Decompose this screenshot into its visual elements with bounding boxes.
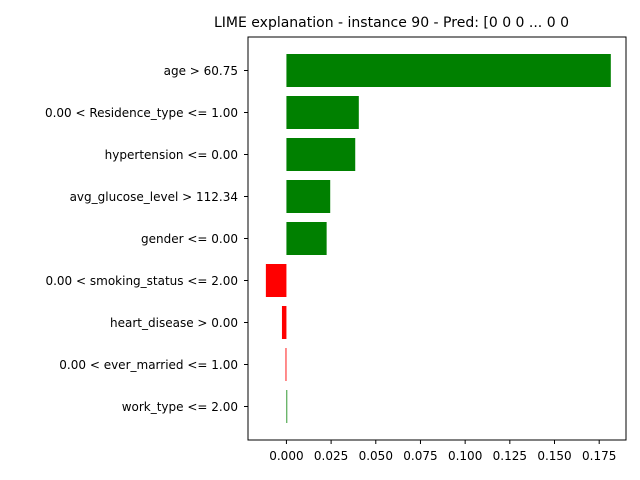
plot-frame — [247, 36, 627, 441]
x-tick-label: 0.000 — [269, 449, 303, 463]
y-tick-label: 0.00 < ever_married <= 1.00 — [59, 358, 238, 372]
x-ticks-group: 0.000 0.025 0.050 0.075 0.100 0.125 0.150 0.175 — [269, 440, 616, 463]
x-tick-label: 0.075 — [403, 449, 437, 463]
y-tick-label: 0.00 < smoking_status <= 2.00 — [45, 274, 238, 288]
chart-title: LIME explanation - instance 90 - Pred: [… — [214, 15, 569, 31]
x-tick-label: 0.125 — [493, 449, 527, 463]
y-labels-group: age > 60.75 0.00 < Residence_type <= 1.00… — [45, 64, 248, 414]
y-tick-label: work_type <= 2.00 — [122, 400, 238, 414]
bar-5 — [286, 222, 327, 255]
bar-4 — [286, 180, 331, 213]
x-tick-label: 0.100 — [448, 449, 482, 463]
bar-7 — [281, 306, 287, 339]
bar-3 — [286, 138, 356, 171]
y-tick-label: age > 60.75 — [164, 64, 238, 78]
bar-1 — [286, 54, 611, 87]
x-tick-label: 0.150 — [537, 449, 571, 463]
bar-8 — [285, 348, 287, 381]
bar-6 — [265, 264, 287, 297]
x-tick-label: 0.025 — [314, 449, 348, 463]
y-tick-label: avg_glucose_level > 112.34 — [70, 190, 238, 204]
bar-2 — [286, 96, 359, 129]
y-tick-label: hypertension <= 0.00 — [105, 148, 238, 162]
x-tick-label: 0.050 — [359, 449, 393, 463]
x-tick-label: 0.175 — [582, 449, 616, 463]
bar-9 — [286, 390, 288, 423]
y-tick-label: gender <= 0.00 — [141, 232, 238, 246]
y-tick-label: heart_disease > 0.00 — [110, 316, 238, 330]
y-tick-label: 0.00 < Residence_type <= 1.00 — [45, 106, 238, 120]
bars-group — [265, 54, 611, 423]
